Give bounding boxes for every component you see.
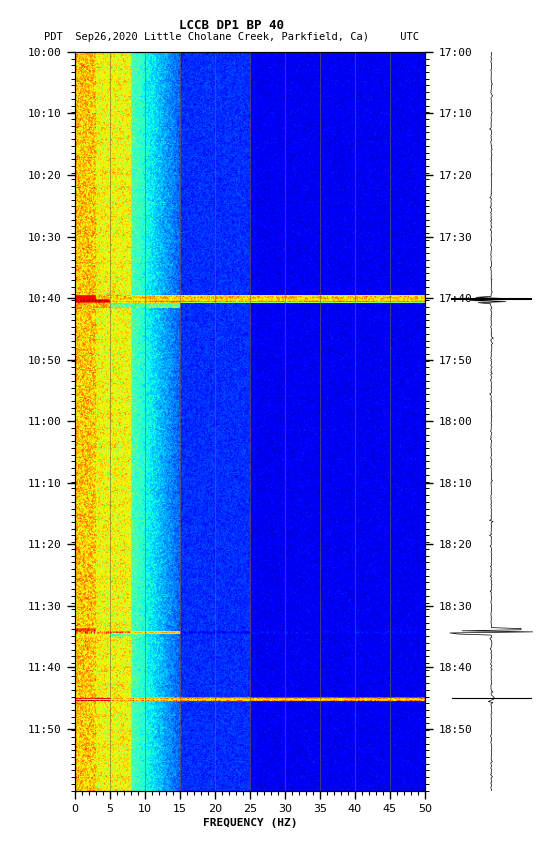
X-axis label: FREQUENCY (HZ): FREQUENCY (HZ) [203,818,297,828]
Text: PDT  Sep26,2020 Little Cholane Creek, Parkfield, Ca)     UTC: PDT Sep26,2020 Little Cholane Creek, Par… [44,32,420,42]
Text: LCCB DP1 BP 40: LCCB DP1 BP 40 [179,19,284,32]
